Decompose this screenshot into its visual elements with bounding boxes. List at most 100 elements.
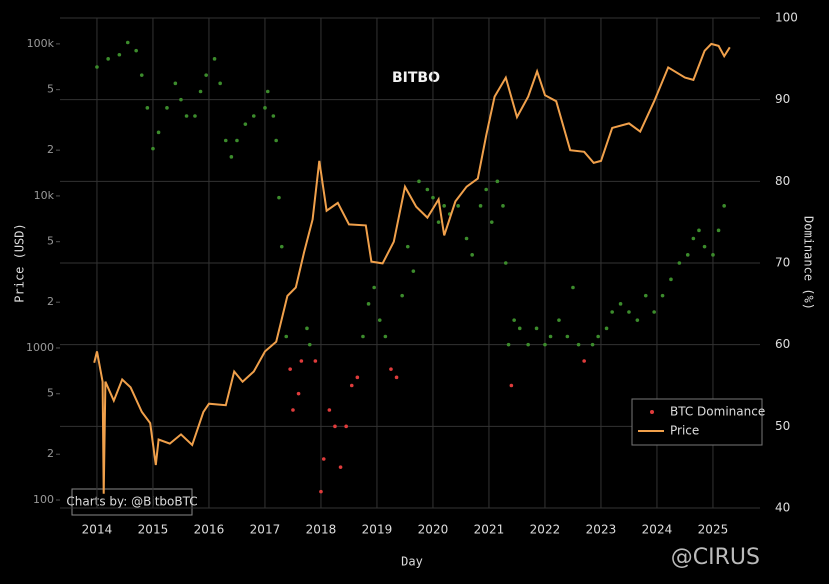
price-line bbox=[93, 42, 731, 494]
dominance-point bbox=[543, 342, 547, 347]
dominance-point bbox=[223, 138, 228, 143]
dominance-point bbox=[627, 310, 631, 314]
dominance-point bbox=[660, 293, 665, 298]
dominance-point bbox=[134, 48, 138, 53]
dominance-point bbox=[495, 179, 500, 184]
dominance-point bbox=[165, 106, 169, 110]
dominance-point bbox=[265, 89, 270, 94]
dominance-point bbox=[179, 97, 183, 102]
dominance-point bbox=[635, 318, 640, 322]
dominance-point bbox=[284, 334, 289, 339]
dominance-point bbox=[489, 220, 494, 224]
dominance-point bbox=[251, 114, 256, 118]
dominance-point bbox=[604, 326, 609, 331]
dominance-point bbox=[361, 334, 365, 339]
dominance-point bbox=[355, 375, 360, 380]
y2-tick-label: 100 bbox=[775, 11, 798, 25]
dominance-point bbox=[338, 465, 343, 469]
legend-label: BTC Dominance bbox=[670, 405, 765, 419]
y2-tick-label: 60 bbox=[775, 337, 790, 351]
dominance-point bbox=[394, 375, 399, 380]
y-tick-label: 5 bbox=[47, 387, 54, 400]
dominance-point bbox=[478, 204, 483, 208]
dominance-point bbox=[677, 261, 682, 265]
dominance-point bbox=[436, 220, 441, 224]
y2-tick-label: 70 bbox=[775, 256, 790, 270]
dominance-point bbox=[288, 367, 292, 371]
dominance-point bbox=[106, 57, 110, 61]
dominance-point bbox=[389, 367, 393, 371]
dominance-point bbox=[596, 334, 600, 339]
y-tick-label: 2 bbox=[47, 295, 54, 308]
x-tick-label: 2025 bbox=[698, 523, 729, 537]
dominance-point bbox=[198, 89, 203, 94]
dominance-point bbox=[590, 342, 595, 347]
dominance-point bbox=[517, 326, 522, 331]
y-tick-label: 1000 bbox=[26, 341, 54, 354]
y2-tick-label: 50 bbox=[775, 419, 790, 433]
dominance-point bbox=[151, 146, 155, 151]
y-tick-label: 100k bbox=[27, 37, 55, 50]
dominance-point bbox=[218, 81, 222, 86]
dominance-point bbox=[534, 326, 539, 331]
brand: BITBO bbox=[392, 70, 440, 86]
dominance-point bbox=[557, 318, 561, 322]
dominance-point bbox=[145, 106, 150, 110]
dominance-point bbox=[279, 244, 284, 249]
dominance-point bbox=[526, 342, 530, 347]
legend-marker bbox=[650, 410, 654, 414]
dominance-point bbox=[431, 195, 435, 200]
dominance-point bbox=[582, 359, 586, 363]
dominance-point bbox=[321, 457, 326, 461]
dominance-point bbox=[405, 244, 410, 249]
x-tick-label: 2020 bbox=[418, 523, 449, 537]
dominance-point bbox=[400, 293, 404, 298]
dominance-point bbox=[377, 318, 382, 322]
dominance-point bbox=[95, 65, 99, 69]
dominance-point bbox=[652, 310, 656, 314]
dominance-point bbox=[548, 334, 553, 339]
dominance-point bbox=[271, 114, 276, 118]
credit-box bbox=[71, 488, 193, 516]
dominance-point bbox=[669, 277, 673, 282]
dominance-point bbox=[291, 408, 295, 412]
y2-tick-label: 90 bbox=[775, 92, 790, 106]
dominance-point bbox=[117, 52, 122, 57]
dominance-point bbox=[643, 293, 648, 298]
dominance-point bbox=[349, 383, 354, 388]
dominance-point bbox=[184, 114, 189, 118]
dominance-point bbox=[333, 424, 337, 429]
dominance-point bbox=[307, 342, 312, 347]
dominance-point bbox=[372, 285, 376, 290]
x-tick-label: 2014 bbox=[82, 523, 113, 537]
y-tick-label: 5 bbox=[47, 235, 54, 248]
dominance-point bbox=[313, 359, 318, 363]
dominance-point bbox=[610, 310, 614, 314]
dominance-point bbox=[506, 342, 511, 347]
dominance-point bbox=[319, 489, 323, 494]
y-tick-label: 2 bbox=[47, 447, 54, 460]
dominance-point bbox=[277, 195, 281, 200]
dominance-point bbox=[512, 318, 516, 322]
dominance-point bbox=[156, 130, 161, 135]
x-tick-label: 2021 bbox=[474, 523, 505, 537]
dominance-point bbox=[366, 302, 371, 306]
dominance-point bbox=[296, 391, 301, 396]
dominance-point bbox=[501, 204, 505, 208]
dominance-point bbox=[509, 383, 514, 388]
y-axis-title: Price (USD) bbox=[13, 223, 27, 302]
y2-tick-label: 80 bbox=[775, 174, 790, 188]
dominance-point bbox=[229, 155, 234, 159]
dominance-point bbox=[722, 204, 726, 208]
dominance-point bbox=[565, 334, 570, 339]
dominance-point bbox=[139, 73, 144, 77]
dominance-point bbox=[417, 179, 421, 184]
dominance-point bbox=[571, 285, 575, 290]
watermark: @CIRUS bbox=[671, 545, 760, 570]
dominance-point bbox=[711, 253, 715, 257]
dominance-point bbox=[173, 81, 178, 86]
dominance-point bbox=[263, 106, 267, 110]
y2-axis-title: Dominance (%) bbox=[802, 216, 816, 310]
legend-label: Price bbox=[670, 424, 699, 438]
